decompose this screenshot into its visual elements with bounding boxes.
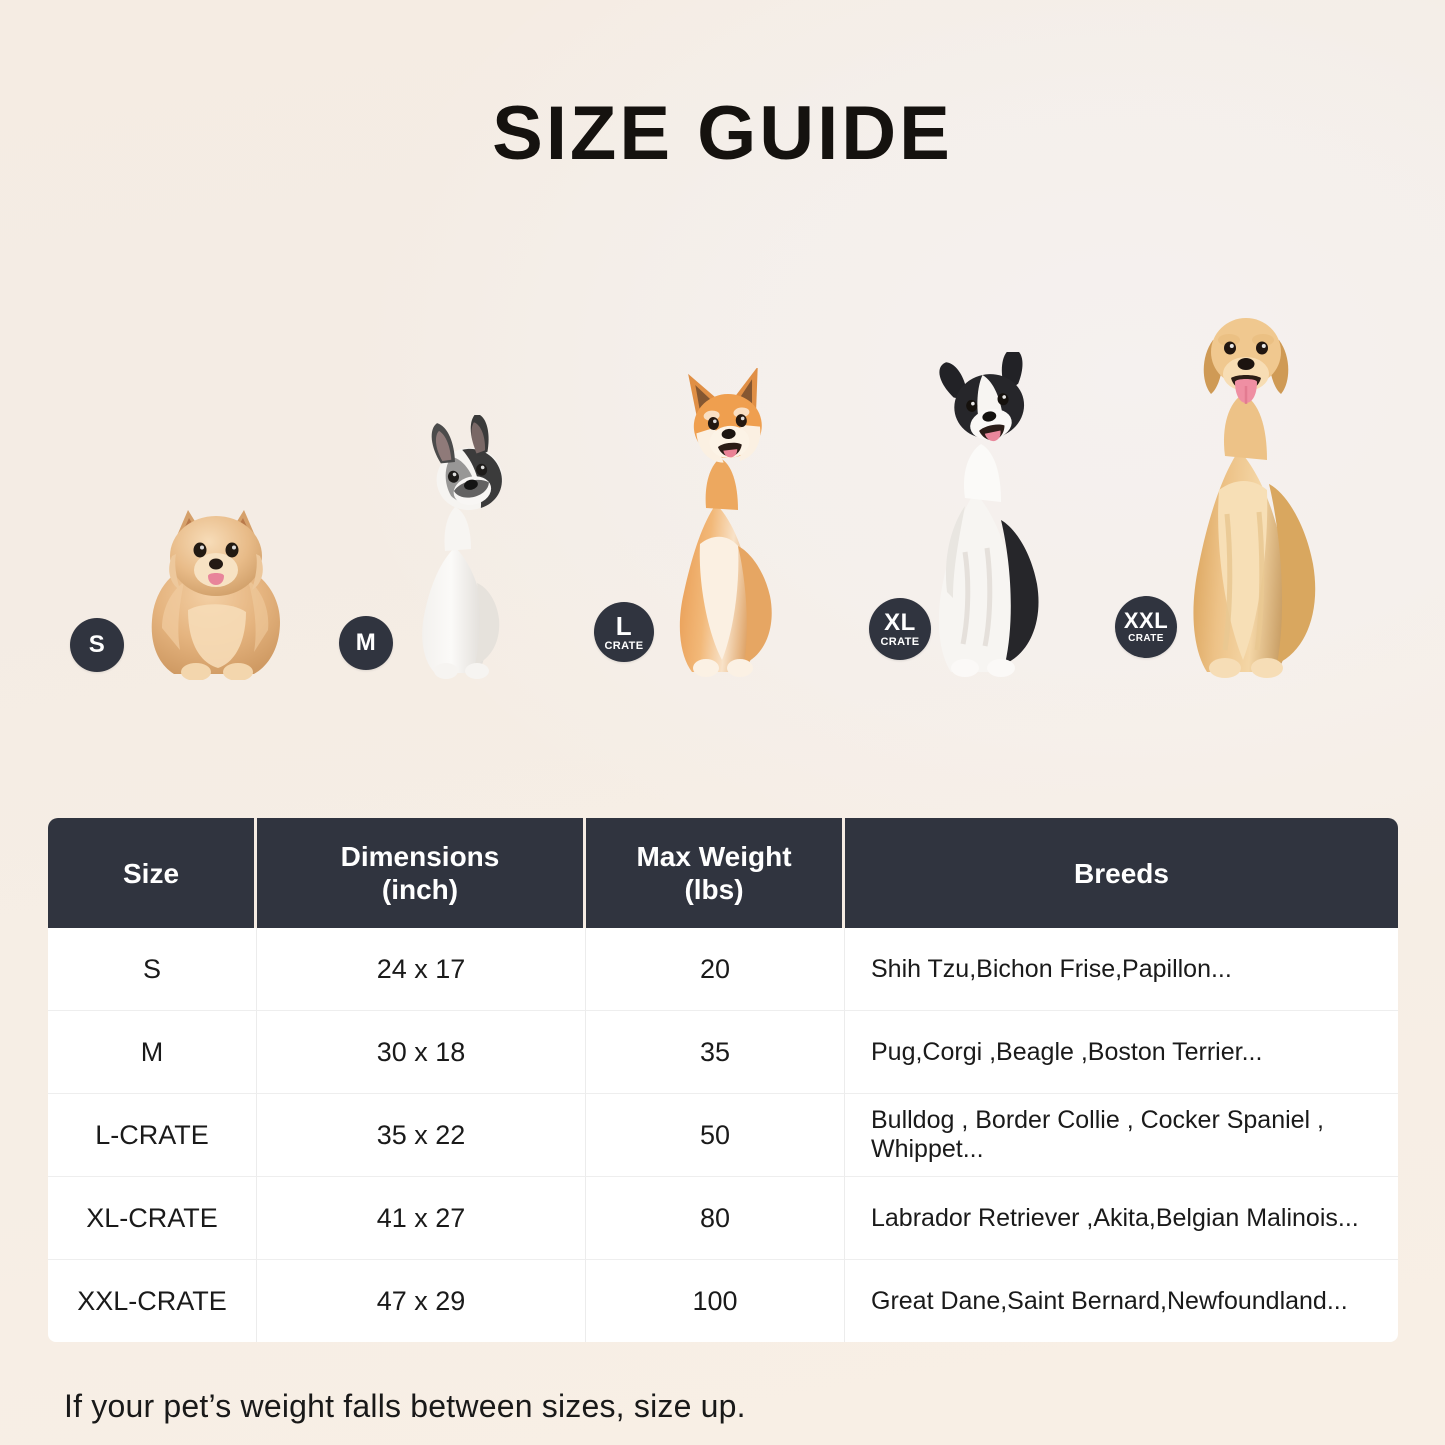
header-dimensions-line2: (inch) [381, 874, 459, 906]
table-row: M 30 x 18 35 Pug,Corgi ,Beagle ,Boston T… [48, 1011, 1398, 1095]
cell-dimensions: 35 x 22 [257, 1094, 586, 1178]
french-bulldog-illustration [422, 415, 503, 679]
cell-max-weight: 100 [586, 1260, 845, 1343]
header-dimensions: Dimensions (inch) [257, 818, 586, 929]
dog-shiba-inu: L CRATE [594, 368, 825, 680]
table-row: S 24 x 17 20 Shih Tzu,Bichon Frise,Papil… [48, 928, 1398, 1012]
cell-size: XL-CRATE [48, 1177, 257, 1261]
header-breeds: Breeds [845, 818, 1398, 929]
cell-breeds: Great Dane,Saint Bernard,Newfoundland... [845, 1260, 1398, 1343]
cell-breeds: Labrador Retriever ,Akita,Belgian Malino… [845, 1177, 1398, 1261]
header-max-weight-line2: (lbs) [684, 874, 744, 906]
cell-size: L-CRATE [48, 1094, 257, 1178]
dog-pomeranian: S [70, 460, 318, 680]
cell-dimensions: 30 x 18 [257, 1011, 586, 1095]
table-row: XL-CRATE 41 x 27 80 Labrador Retriever ,… [48, 1177, 1398, 1261]
cell-max-weight: 35 [586, 1011, 845, 1095]
cell-breeds: Shih Tzu,Bichon Frise,Papillon... [845, 928, 1398, 1012]
cell-breeds: Bulldog , Border Collie , Cocker Spaniel… [845, 1094, 1398, 1178]
cell-dimensions: 24 x 17 [257, 928, 586, 1012]
dog-border-collie: XL CRATE [869, 352, 1100, 680]
table-row: XXL-CRATE 47 x 29 100 Great Dane,Saint B… [48, 1260, 1398, 1343]
dog-lineup: S [0, 280, 1445, 680]
header-size: Size [48, 818, 257, 929]
size-badge-xxl: XXL CRATE [1115, 596, 1177, 658]
border-collie-illustration [938, 352, 1039, 677]
table-body: S 24 x 17 20 Shih Tzu,Bichon Frise,Papil… [48, 928, 1398, 1343]
size-badge-s: S [70, 618, 124, 672]
header-size-line1: Size [122, 857, 180, 889]
cell-max-weight: 80 [586, 1177, 845, 1261]
shiba-inu-illustration [679, 368, 772, 677]
footnote: If your pet’s weight falls between sizes… [64, 1388, 746, 1424]
table-header: Size Dimensions (inch) Max Weight (lbs) … [48, 818, 1398, 929]
cell-max-weight: 20 [586, 928, 845, 1012]
cell-size: M [48, 1011, 257, 1095]
header-breeds-line1: Breeds [1074, 857, 1169, 889]
size-table: Size Dimensions (inch) Max Weight (lbs) … [48, 818, 1398, 1343]
cell-size: XXL-CRATE [48, 1260, 257, 1343]
table-row: L-CRATE 35 x 22 50 Bulldog , Border Coll… [48, 1094, 1398, 1178]
header-max-weight: Max Weight (lbs) [586, 818, 845, 929]
dog-french-bulldog: M [339, 415, 558, 680]
size-badge-m: M [339, 616, 393, 670]
page-title: SIZE GUIDE [492, 91, 953, 176]
cell-dimensions: 41 x 27 [257, 1177, 586, 1261]
cell-breeds: Pug,Corgi ,Beagle ,Boston Terrier... [845, 1011, 1398, 1095]
header-dimensions-line1: Dimensions [340, 841, 500, 872]
cell-size: S [48, 928, 257, 1012]
size-badge-l: L CRATE [594, 602, 654, 662]
golden-retriever-illustration [1193, 318, 1316, 678]
table-header-row: Size Dimensions (inch) Max Weight (lbs) … [48, 818, 1398, 929]
cell-dimensions: 47 x 29 [257, 1260, 586, 1343]
pomeranian-illustration [151, 510, 280, 680]
header-max-weight-line1: Max Weight [636, 841, 792, 872]
size-badge-xl: XL CRATE [869, 598, 931, 660]
size-table-container: Size Dimensions (inch) Max Weight (lbs) … [48, 818, 1398, 1343]
dog-golden-retriever: XXL CRATE [1115, 298, 1380, 680]
cell-max-weight: 50 [586, 1094, 845, 1178]
